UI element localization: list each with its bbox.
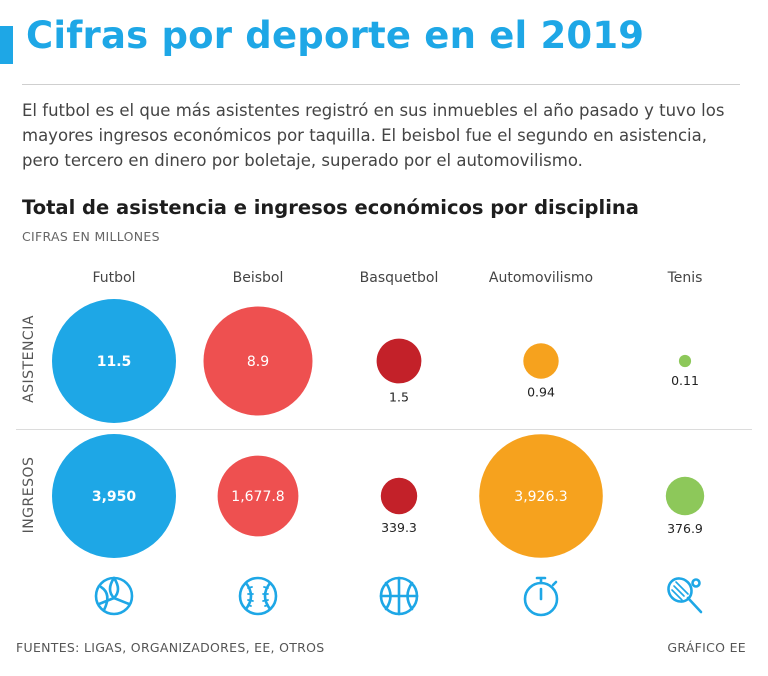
category-label-futbol: Futbol <box>92 270 136 286</box>
value-label-asistencia-3: 0.94 <box>527 385 555 400</box>
title-accent-bar <box>0 26 13 64</box>
soccer-ball-icon <box>94 576 134 616</box>
bubble-asistencia-2 <box>376 338 422 384</box>
value-label-ingresos-2: 339.3 <box>381 520 417 535</box>
value-label-ingresos-0: 3,950 <box>92 489 137 505</box>
chart-subtitle: CIFRAS EN MILLONES <box>22 229 160 244</box>
category-label-tenis: Tenis <box>667 270 703 286</box>
tennis-racket-icon <box>667 577 703 614</box>
category-label-automovilismo: Automovilismo <box>488 270 594 286</box>
bubble-ingresos-2 <box>380 477 418 515</box>
value-label-asistencia-2: 1.5 <box>389 389 409 404</box>
bubble-asistencia-1 <box>203 306 313 416</box>
value-label-ingresos-3: 3,926.3 <box>514 489 567 505</box>
row-divider <box>16 429 752 430</box>
value-label-asistencia-0: 11.5 <box>97 354 132 370</box>
bubble-asistencia-3 <box>523 343 559 379</box>
value-label-ingresos-1: 1,677.8 <box>231 489 284 505</box>
bubble-ingresos-0 <box>52 434 176 558</box>
page-title: Cifras por deporte en el 2019 <box>26 14 645 57</box>
bubble-ingresos-3 <box>479 434 603 558</box>
bubble-asistencia-4 <box>678 354 692 368</box>
source-note: FUENTES: LIGAS, ORGANIZADORES, EE, OTROS <box>16 640 325 655</box>
category-label-basquetbol: Basquetbol <box>359 270 439 286</box>
title-divider <box>22 84 740 85</box>
value-label-ingresos-4: 376.9 <box>667 521 703 536</box>
baseball-icon <box>238 576 278 616</box>
category-label-beisbol: Beisbol <box>232 270 284 286</box>
intro-paragraph: El futbol es el que más asistentes regis… <box>22 101 725 170</box>
bubble-ingresos-1 <box>217 455 299 537</box>
value-label-asistencia-4: 0.11 <box>671 373 699 388</box>
basketball-icon <box>379 576 419 616</box>
bubble-asistencia-0 <box>52 299 176 423</box>
bubble-ingresos-4 <box>665 476 705 516</box>
value-label-asistencia-1: 8.9 <box>247 354 269 370</box>
graphic-credit: GRÁFICO EE <box>667 640 746 655</box>
chart-title: Total de asistencia e ingresos económico… <box>22 196 639 219</box>
stopwatch-icon <box>523 576 559 617</box>
